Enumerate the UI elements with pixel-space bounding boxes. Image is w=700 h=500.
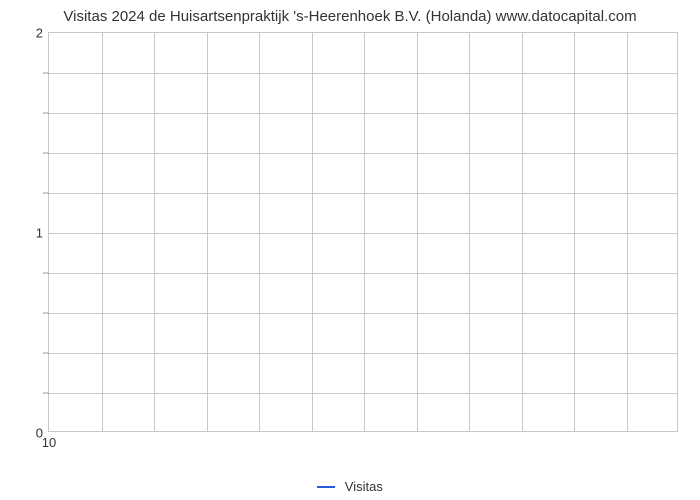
- legend: Visitas: [0, 478, 700, 494]
- gridline-horizontal: [49, 233, 677, 234]
- gridline-horizontal: [49, 353, 677, 354]
- gridline-vertical: [259, 33, 260, 431]
- gridline-vertical: [417, 33, 418, 431]
- y-minor-tick: [43, 393, 49, 394]
- y-minor-tick: [43, 113, 49, 114]
- y-tick-label: 2: [36, 26, 49, 41]
- y-minor-tick: [43, 313, 49, 314]
- gridline-horizontal: [49, 113, 677, 114]
- x-tick-label: 10: [42, 431, 56, 450]
- gridline-vertical: [102, 33, 103, 431]
- gridline-horizontal: [49, 193, 677, 194]
- y-tick-label: 1: [36, 226, 49, 241]
- y-minor-tick: [43, 153, 49, 154]
- gridline-vertical: [627, 33, 628, 431]
- y-minor-tick: [43, 273, 49, 274]
- chart-title: Visitas 2024 de Huisartsenpraktijk 's-He…: [0, 8, 700, 25]
- gridline-horizontal: [49, 393, 677, 394]
- gridline-vertical: [364, 33, 365, 431]
- gridline-vertical: [574, 33, 575, 431]
- gridline-vertical: [522, 33, 523, 431]
- gridline-vertical: [207, 33, 208, 431]
- y-minor-tick: [43, 193, 49, 194]
- y-minor-tick: [43, 353, 49, 354]
- gridline-vertical: [469, 33, 470, 431]
- gridline-vertical: [312, 33, 313, 431]
- gridline-horizontal: [49, 73, 677, 74]
- gridline-horizontal: [49, 313, 677, 314]
- gridline-horizontal: [49, 273, 677, 274]
- gridline-vertical: [154, 33, 155, 431]
- plot-area: 01210: [48, 32, 678, 432]
- legend-swatch: [317, 486, 335, 488]
- legend-label: Visitas: [345, 479, 383, 494]
- gridline-horizontal: [49, 153, 677, 154]
- y-minor-tick: [43, 73, 49, 74]
